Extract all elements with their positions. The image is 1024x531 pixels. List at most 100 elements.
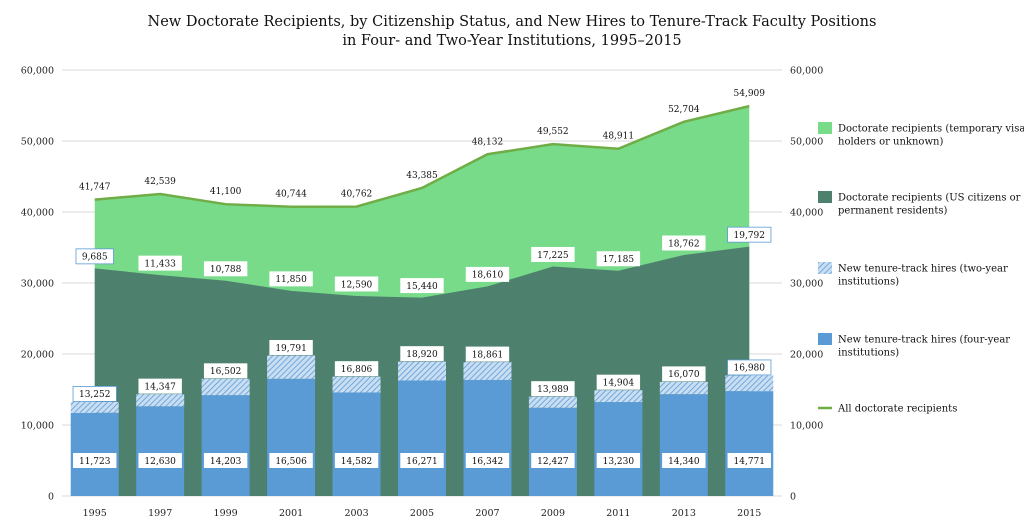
label-temp-visa-box (269, 271, 313, 287)
label-all-doctorate: 41,100 (210, 187, 242, 197)
line-all-doctorate (94, 104, 750, 208)
bar-four-year-hires (528, 407, 577, 496)
x-tick-label: 1997 (148, 508, 172, 519)
y-tick-left: 60,000 (21, 66, 54, 77)
label-total-hires: 18,861 (472, 350, 504, 360)
bar-four-year-hires (594, 402, 643, 496)
label-four-year-hires: 13,230 (603, 457, 635, 467)
label-all-doctorate: 40,762 (341, 190, 373, 200)
x-tick-label: 1999 (214, 508, 238, 519)
bar-four-year-hires (136, 406, 185, 496)
legend-swatch-pattern (818, 262, 832, 274)
bar-four-year-hires (398, 380, 446, 496)
y-tick-right: 50,000 (790, 137, 823, 148)
bar-four-year-hires (267, 378, 316, 496)
legend-label: institutions) (838, 277, 899, 288)
label-four-year-hires-box (334, 453, 379, 468)
bar-two-year-hires (267, 355, 316, 379)
label-four-year-hires-box (269, 453, 313, 468)
legend-label: permanent residents) (838, 206, 947, 217)
legend-swatch (818, 122, 832, 134)
bar-two-year-hires (659, 381, 708, 395)
label-total-hires-box (269, 339, 313, 355)
bar-four-year-hires (463, 379, 512, 496)
label-four-year-hires-box (465, 453, 510, 468)
bar-two-year-hires (398, 361, 446, 381)
label-temp-visa: 11,850 (275, 275, 307, 285)
axes: 0 0 10,000 10,000 20,000 20,000 30,000 30,000 40… (21, 66, 824, 520)
label-all-doctorate: 40,744 (275, 190, 307, 200)
label-four-year-hires-box (138, 453, 182, 468)
bar-two-year-hires (725, 375, 774, 392)
legend-label: All doctorate recipients (837, 404, 957, 415)
label-four-year-hires-box (400, 453, 444, 468)
label-four-year-hires-box (596, 453, 641, 468)
y-tick-left: 50,000 (21, 137, 54, 148)
legend-label: institutions) (838, 348, 899, 359)
label-all-doctorate: 41,747 (79, 183, 111, 193)
y-tick-left: 0 (48, 492, 54, 503)
label-temp-visa: 9,685 (82, 253, 108, 263)
x-tick-label: 2001 (279, 508, 303, 519)
label-temp-visa: 17,185 (603, 255, 635, 265)
label-temp-visa: 15,440 (406, 282, 438, 292)
label-temp-visa: 11,433 (144, 259, 176, 269)
x-tick-label: 2003 (344, 508, 368, 519)
label-four-year-hires: 12,427 (537, 457, 569, 467)
label-temp-visa-box (203, 261, 248, 277)
x-tick-label: 2009 (541, 508, 565, 519)
label-all-doctorate: 52,704 (668, 105, 700, 115)
x-tick-label: 2007 (475, 508, 499, 519)
legend-label: New tenure-track hires (four-year (838, 335, 1010, 346)
label-four-year-hires: 14,203 (210, 457, 242, 467)
x-tick-label: 2005 (410, 508, 434, 519)
legend-swatch (818, 333, 832, 345)
label-temp-visa-box (531, 246, 575, 262)
label-temp-visa-box (596, 251, 641, 267)
y-tick-left: 30,000 (21, 279, 54, 290)
label-temp-visa-box (465, 266, 510, 282)
y-tick-left: 40,000 (21, 208, 54, 219)
label-total-hires: 16,806 (341, 365, 373, 375)
label-total-hires-box (465, 346, 510, 362)
label-four-year-hires: 16,342 (472, 457, 504, 467)
label-all-doctorate: 42,539 (144, 177, 176, 187)
label-four-year-hires-box (662, 453, 706, 468)
bar-four-year-hires (332, 392, 381, 496)
x-tick-label: 1995 (83, 508, 107, 519)
label-temp-visa-box (727, 226, 772, 243)
y-tick-right: 30,000 (790, 279, 823, 290)
label-total-hires: 18,920 (406, 350, 438, 360)
label-total-hires: 13,989 (537, 385, 569, 395)
y-tick-right: 40,000 (790, 208, 823, 219)
x-tick-label: 2013 (672, 508, 696, 519)
label-four-year-hires: 11,723 (79, 457, 111, 467)
line-series (94, 104, 750, 208)
label-all-doctorate: 48,911 (603, 132, 635, 142)
bar-two-year-hires (70, 401, 119, 413)
bar-two-year-hires (332, 376, 381, 393)
label-temp-visa-box (662, 235, 706, 251)
legend-label: holders or unknown) (838, 137, 943, 148)
legend-label: New tenure-track hires (two-year (838, 264, 1008, 275)
label-all-doctorate: 49,552 (537, 127, 569, 137)
label-all-doctorate: 48,132 (472, 137, 504, 147)
label-total-hires: 16,070 (668, 370, 700, 380)
chart-title-line: in Four- and Two-Year Institutions, 1995… (342, 33, 681, 49)
legend: Doctorate recipients (temporary visa hold… (818, 122, 1024, 415)
bar-two-year-hires (594, 390, 643, 403)
label-temp-visa: 19,792 (734, 231, 766, 241)
x-tick-label: 2015 (737, 508, 761, 519)
bar-two-year-hires (136, 394, 185, 407)
bar-four-year-hires (725, 391, 774, 496)
label-total-hires: 16,502 (210, 367, 242, 377)
label-four-year-hires-box (73, 453, 117, 468)
bar-four-year-hires (201, 395, 250, 496)
label-total-hires: 13,252 (79, 390, 111, 400)
y-tick-right: 0 (790, 492, 796, 503)
label-total-hires-box (334, 361, 379, 377)
x-tick-label: 2011 (606, 508, 630, 519)
label-four-year-hires: 16,271 (406, 457, 438, 467)
bar-two-year-hires (463, 362, 512, 380)
